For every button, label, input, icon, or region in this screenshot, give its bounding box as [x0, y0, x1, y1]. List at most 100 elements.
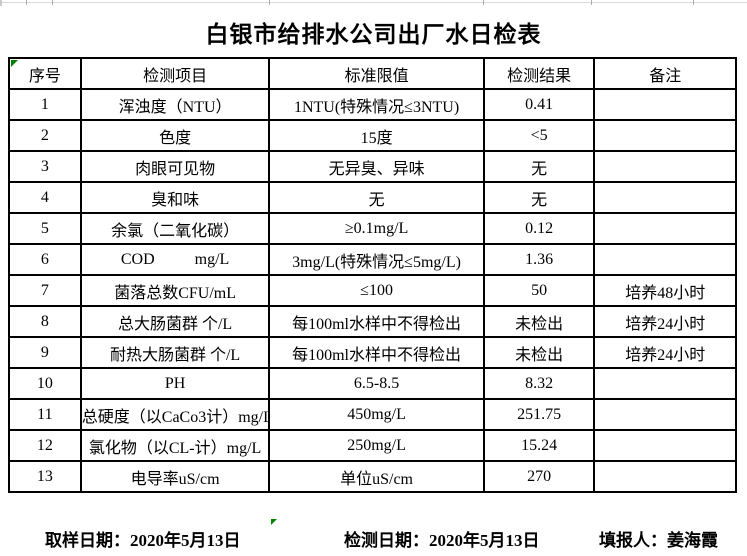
cell-result: 0.41 — [482, 88, 596, 121]
cell-remark — [593, 460, 737, 493]
cell-remark — [593, 367, 737, 400]
gridline-tick — [269, 0, 270, 5]
cell-result: 8.32 — [482, 367, 596, 400]
table-row: 3 肉眼可见物 无异臭、异味无 — [8, 150, 737, 183]
gridline-tick — [483, 0, 484, 5]
table-row: 13 电导率uS/cm 单位uS/cm 270 — [8, 460, 737, 493]
cell-no: 5 — [8, 212, 82, 245]
cell-item: 总硬度（以CaCo3计）mg/L — [79, 398, 271, 431]
cell-limit: ≤100 — [268, 274, 485, 307]
cell-item: 浑浊度（NTU） — [79, 88, 271, 121]
cell-remark — [593, 181, 737, 214]
cell-item: 电导率uS/cm — [79, 460, 271, 493]
cell-result: 270 — [482, 460, 596, 493]
cell-result: 15.24 — [482, 429, 596, 462]
cell-limit: 3mg/L(特殊情况≤5mg/L) — [268, 243, 485, 276]
cell-no: 12 — [8, 429, 82, 462]
cell-no: 2 — [8, 119, 82, 152]
table-row: 11 总硬度（以CaCo3计）mg/L 450mg/L 251.75 — [8, 398, 737, 431]
cell-result: 1.36 — [482, 243, 596, 276]
cell-remark: 培养24小时 — [593, 336, 737, 369]
cell-result: 未检出 — [482, 336, 596, 369]
table-row: 12 氯化物（以CL-计）mg/L 250mg/L 15.24 — [8, 429, 737, 462]
cell-item: COD mg/L — [79, 243, 271, 276]
cell-item: 总大肠菌群 个/L — [79, 305, 271, 338]
cell-remark — [593, 243, 737, 276]
gridline-tick — [26, 0, 27, 5]
cell-no: 4 — [8, 181, 82, 214]
table-row: 7 菌落总数CFU/mL ≤100 50 培养48小时 — [8, 274, 737, 307]
sampling-date-value: 2020年5月13日 — [130, 531, 241, 550]
test-date-value: 2020年5月13日 — [429, 531, 540, 550]
cell-remark — [593, 429, 737, 462]
cell-limit: 每100ml水样中不得检出 — [268, 336, 485, 369]
cell-remark: 培养24小时 — [593, 305, 737, 338]
cell-item: PH — [79, 367, 271, 400]
column-header-remark-label: 备注 — [649, 67, 682, 85]
cell-no: 13 — [8, 460, 82, 493]
test-date: 检测日期：2020年5月13日 — [344, 526, 540, 551]
reporter-name: 姜海霞 — [667, 531, 718, 550]
gridline-tick — [591, 0, 592, 5]
table-row: 8 总大肠菌群 个/L 每100ml水样中不得检出 未检出 培养24小时 — [8, 305, 737, 338]
sampling-date-label: 取样日期： — [45, 531, 130, 550]
table-row: 10 PH 6.5-8.5 8.32 — [8, 367, 737, 400]
cell-limit: 250mg/L — [268, 429, 485, 462]
cell-no: 7 — [8, 274, 82, 307]
cell-result: 无 — [482, 181, 596, 214]
cell-item: 色度 — [79, 119, 271, 152]
cell-no: 10 — [8, 367, 82, 400]
gridline-left-mark — [0, 0, 2, 6]
cell-no: 1 — [8, 88, 82, 121]
cell-item: 肉眼可见物 — [79, 150, 271, 183]
cell-no: 3 — [8, 150, 82, 183]
error-indicator-icon — [271, 519, 277, 525]
cell-limit: 15度 — [268, 119, 485, 152]
cell-no: 8 — [8, 305, 82, 338]
column-header-result-label: 检测结果 — [507, 67, 572, 85]
cell-result: 0.12 — [482, 212, 596, 245]
cell-item: 余氯（二氧化碳） — [79, 212, 271, 245]
column-header-limit-label: 标准限值 — [344, 67, 409, 85]
cell-limit: 6.5-8.5 — [268, 367, 485, 400]
gridline-tick — [693, 0, 694, 5]
cell-no: 11 — [8, 398, 82, 431]
page-title: 白银市给排水公司出厂水日检表 — [205, 22, 542, 47]
cell-item: 氯化物（以CL-计）mg/L — [79, 429, 271, 462]
cell-result: 未检出 — [482, 305, 596, 338]
gridline-tick — [52, 0, 53, 5]
cell-result: 50 — [482, 274, 596, 307]
error-indicator-icon — [11, 60, 18, 67]
table-row: 4 臭和味无无 — [8, 181, 737, 214]
table-row: 2 色度 15度 <5 — [8, 119, 737, 152]
table-row: 5 余氯（二氧化碳） ≥0.1mg/L 0.12 — [8, 212, 737, 245]
spreadsheet-gridline — [0, 0, 747, 5]
column-header-remark: 备注 — [593, 57, 737, 90]
cell-result: 251.75 — [482, 398, 596, 431]
cell-no: 6 — [8, 243, 82, 276]
cell-limit: ≥0.1mg/L — [268, 212, 485, 245]
reporter-label: 填报人： — [599, 531, 667, 550]
cell-result: <5 — [482, 119, 596, 152]
table-row: 9 耐热大肠菌群 个/L 每100ml水样中不得检出 未检出 培养24小时 — [8, 336, 737, 369]
cell-remark — [593, 150, 737, 183]
cell-remark — [593, 119, 737, 152]
sampling-date: 取样日期：2020年5月13日 — [45, 526, 241, 551]
column-header-result: 检测结果 — [482, 57, 596, 90]
table-body: 1 浑浊度（NTU） 1NTU(特殊情况≤3NTU) 0.41 2 色度 15度 <5 3 肉眼可… — [8, 88, 737, 493]
cell-no: 9 — [8, 336, 82, 369]
column-header-no-label: 序号 — [28, 67, 61, 85]
column-header-item: 检测项目 — [79, 57, 271, 90]
table-header-row: 序号 检测项目 标准限值 检测结果 备注 — [8, 57, 737, 90]
cell-limit: 450mg/L — [268, 398, 485, 431]
cell-limit: 单位uS/cm — [268, 460, 485, 493]
column-header-limit: 标准限值 — [268, 57, 485, 90]
cell-limit: 无 — [268, 181, 485, 214]
test-date-label: 检测日期： — [344, 531, 429, 550]
table-row: 6 COD mg/L 3mg/L(特殊情况≤5mg/L) 1.36 — [8, 243, 737, 276]
cell-item: 臭和味 — [79, 181, 271, 214]
column-header-item-label: 检测项目 — [143, 67, 208, 85]
cell-item: 菌落总数CFU/mL — [79, 274, 271, 307]
cell-limit: 1NTU(特殊情况≤3NTU) — [268, 88, 485, 121]
